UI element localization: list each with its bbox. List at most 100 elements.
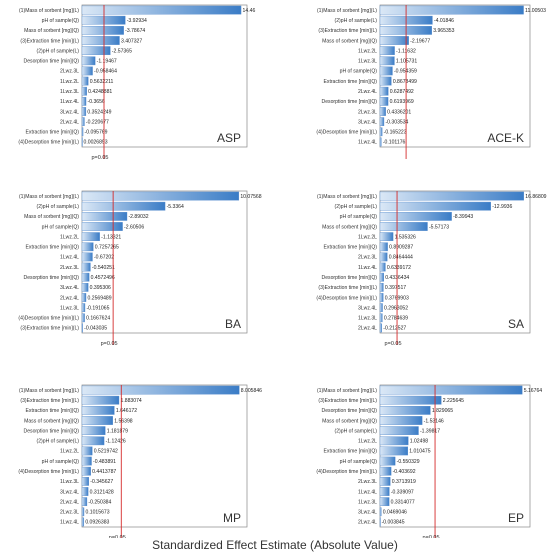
value-label: 1.829065: [432, 408, 453, 414]
bar: [379, 456, 396, 466]
value-label: -1.39817: [420, 428, 440, 434]
value-label: 1.02498: [410, 439, 429, 445]
category-label: 1Lwz.3L: [358, 316, 377, 322]
bar: [81, 242, 94, 252]
category-label: Extraction time [min](Q): [26, 408, 80, 414]
value-label: -0.165223: [384, 130, 407, 136]
bar: [81, 86, 87, 96]
category-label: (1)Mass of sorbent [mg](L): [317, 388, 377, 394]
category-label: (1)Mass of sorbent [mg](L): [19, 8, 79, 14]
bar: [81, 201, 166, 211]
bar: [81, 385, 240, 395]
value-label: 0.3524249: [87, 109, 111, 115]
bar: [379, 232, 394, 242]
value-label: 0.6287492: [390, 89, 414, 95]
value-label: -1.12426: [106, 439, 126, 445]
category-label: (4)Desorption time [min](L): [18, 140, 79, 146]
value-label: 1.56398: [114, 418, 133, 424]
bar: [379, 76, 392, 86]
value-label: 1.181879: [107, 428, 128, 434]
category-label: (2)pH of sample(L): [335, 428, 378, 434]
category-label: Extraction time [min](Q): [324, 79, 378, 85]
value-label: 0.8678499: [393, 79, 417, 85]
bar: [379, 313, 383, 323]
value-label: 1.646172: [116, 408, 137, 414]
bar: [81, 456, 92, 466]
category-label: (3)Extraction time [min](L): [20, 326, 79, 332]
category-label: (1)Mass of sorbent [mg](L): [19, 194, 79, 200]
bar: [81, 127, 84, 137]
category-label: (4)Desorption time [min](L): [18, 316, 79, 322]
category-label: (3)Extraction time [min](L): [318, 28, 377, 34]
bar: [379, 436, 409, 446]
category-label: 1Lwz.4L: [358, 489, 377, 495]
value-label: 0.3314077: [391, 499, 415, 505]
value-label: 0.3121428: [90, 489, 114, 495]
value-label: -1.13321: [101, 234, 121, 240]
pareto-charts: (1)Mass of sorbent [mg](L) 14.46 pH of sam…: [18, 4, 547, 541]
value-label: -2.89032: [128, 214, 148, 220]
category-label: Desorption time [min](Q): [322, 99, 378, 105]
value-label: -0.540251: [92, 265, 115, 271]
value-label: 0.7257265: [95, 245, 119, 251]
category-label: 2Lwz.3L: [358, 255, 377, 261]
bar: [379, 303, 383, 313]
category-label: pH of sample(Q): [42, 224, 80, 230]
value-label: -2.57365: [112, 48, 132, 54]
value-label: -2.60506: [124, 224, 144, 230]
value-label: 0.1667624: [86, 316, 110, 322]
bar: [379, 262, 386, 272]
bar: [81, 262, 91, 272]
value-label: 0.4413787: [92, 469, 116, 475]
bar: [81, 395, 120, 405]
category-label: Mass of sorbent [mg](Q): [322, 38, 377, 44]
value-label: 0.395306: [90, 285, 111, 291]
chart-panel-6: (1)Mass of sorbent [mg](L) 5.16764 (3)Extr…: [316, 384, 543, 541]
bar: [379, 395, 442, 405]
category-label: pH of sample(Q): [340, 459, 378, 465]
bar: [379, 487, 390, 496]
value-label: 0.5632211: [90, 79, 114, 85]
value-label: -0.043035: [84, 326, 107, 332]
value-label: 0.6193969: [390, 99, 414, 105]
chart-panel-5: (1)Mass of sorbent [mg](L) 8.005846 (3)Ext…: [18, 384, 262, 541]
value-label: -0.212527: [383, 326, 406, 332]
bar: [81, 323, 83, 333]
bar: [81, 497, 88, 507]
value-label: 3.407327: [121, 38, 142, 44]
bar: [379, 252, 388, 262]
category-label: Extraction time [min](Q): [324, 449, 378, 455]
panel-title: EP: [508, 511, 524, 525]
category-label: 3Lwz.4L: [358, 510, 377, 516]
chart-panel-4: (1)Mass of sorbent [mg](L) 16.86809 (2)pH …: [316, 190, 547, 347]
category-label: 1Lwz.2L: [60, 449, 79, 455]
bar: [81, 232, 100, 242]
value-label: -5.57173: [429, 224, 449, 230]
category-label: (4)Desorption time [min](L): [316, 130, 377, 136]
panel-title: ASP: [217, 131, 241, 145]
bar: [379, 5, 524, 15]
value-label: -0.550329: [397, 459, 420, 465]
category-label: 1Lwz.3L: [60, 479, 79, 485]
bar: [81, 76, 89, 86]
bar: [379, 86, 389, 96]
value-label: 0.2784639: [384, 316, 408, 322]
bar: [81, 96, 87, 106]
bar: [81, 507, 85, 517]
value-label: -0.67202: [94, 255, 114, 261]
pvalue-label: p=0.05: [385, 341, 402, 347]
category-label: 2Lwz.4L: [60, 119, 79, 125]
bar: [81, 466, 91, 476]
bar: [379, 107, 386, 116]
bar: [81, 66, 93, 76]
bar: [379, 426, 419, 436]
plot-frame: [379, 384, 531, 528]
bar: [81, 222, 123, 231]
value-label: 5.16764: [524, 388, 543, 394]
plot-frame: [81, 4, 248, 148]
category-label: 3Lwz.4L: [358, 119, 377, 125]
value-label: 0.8909287: [389, 245, 413, 251]
chart-panel-2: (1)Mass of sorbent [mg](L) 11.00503 (2)pH …: [316, 4, 546, 159]
value-label: -0.954359: [394, 69, 417, 75]
value-label: 0.8464444: [389, 255, 413, 261]
